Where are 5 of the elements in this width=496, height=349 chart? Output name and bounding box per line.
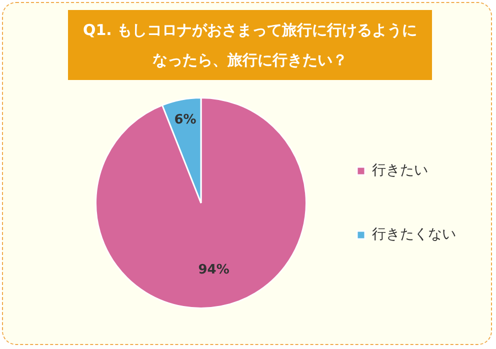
data-label: 94%	[198, 262, 230, 278]
legend-label: 行きたくない	[372, 226, 456, 243]
data-label: 6%	[174, 112, 196, 128]
chart-title: Q1. もしコロナがおさまって旅行に行けるようになったら、旅行に行きたい？	[68, 10, 432, 80]
legend-label: 行きたい	[372, 162, 428, 179]
